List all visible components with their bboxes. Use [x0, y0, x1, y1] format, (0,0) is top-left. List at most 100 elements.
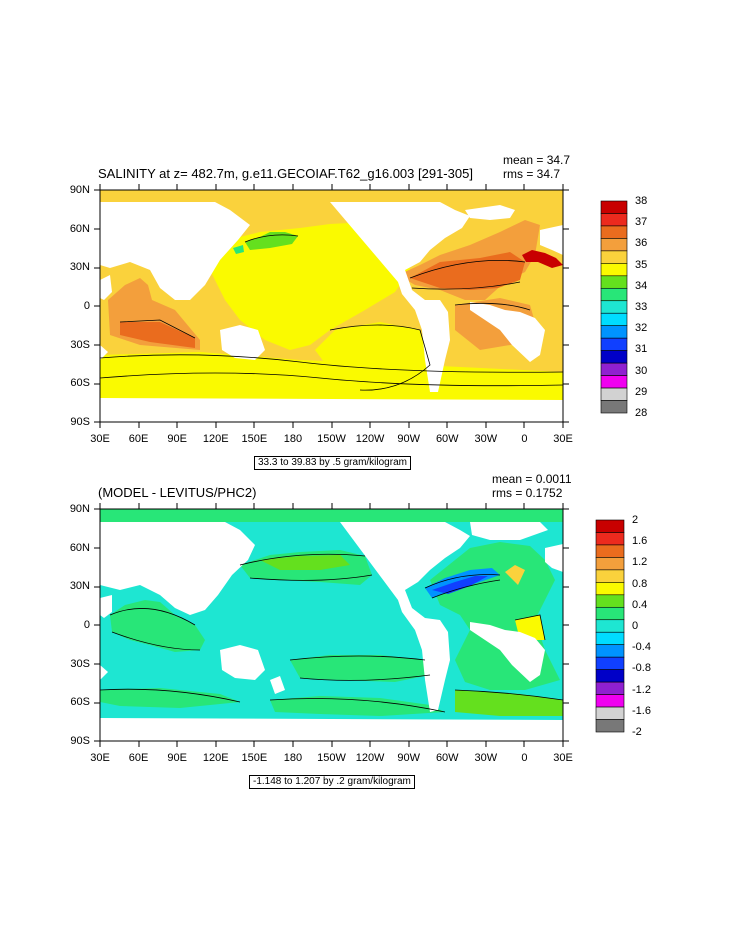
lon-label: 150W: [317, 752, 346, 764]
lat-label: 30S: [70, 657, 90, 670]
colorbar-label: -1.2: [632, 683, 651, 696]
lat-label: 90N: [69, 184, 90, 196]
colorbar-swatch: [600, 325, 628, 339]
bottom-panel-title: (MODEL - LEVITUS/PHC2): [98, 485, 257, 500]
colorbar-swatch: [595, 644, 625, 658]
colorbar-swatch: [600, 250, 628, 264]
colorbar-label: 37: [635, 216, 648, 229]
lat-label: 60S: [70, 377, 90, 390]
colorbar-swatch: [595, 519, 625, 533]
colorbar-label: 29: [635, 385, 648, 398]
lon-label: 90E: [167, 433, 187, 445]
colorbar-label: -0.4: [632, 641, 651, 654]
lon-label: 180: [283, 433, 303, 445]
lat-label: 0: [83, 619, 90, 631]
colorbar-label: -2: [632, 726, 642, 738]
colorbar-swatch: [595, 594, 625, 608]
colorbar-swatch: [595, 719, 625, 733]
colorbar-swatch: [600, 213, 628, 227]
lon-label: 120E: [202, 752, 229, 764]
lon-label: 90W: [397, 433, 420, 445]
bottom-contour-info: -1.148 to 1.207 by .2 gram/kilogram: [249, 775, 415, 789]
lon-label: 0: [521, 433, 528, 445]
lat-label: 60N: [69, 541, 90, 554]
colorbar-swatch: [600, 400, 628, 414]
colorbar-swatch: [595, 706, 625, 720]
lon-label: 150E: [241, 752, 268, 764]
top-panel-title: SALINITY at z= 482.7m, g.e11.GECOIAF.T62…: [98, 166, 473, 181]
colorbar-label: 35: [635, 258, 648, 271]
bottom-panel-mean: mean = 0.0011: [492, 472, 572, 486]
bottom-axis-ticks: [94, 503, 569, 747]
colorbar-label: 0.8: [632, 577, 648, 590]
lon-label: 120W: [355, 752, 385, 764]
colorbar-swatch: [600, 263, 628, 277]
colorbar-swatch: [595, 681, 625, 695]
bottom-panel-rms: rms = 0.1752: [492, 486, 563, 500]
colorbar-swatch: [595, 557, 625, 571]
top-axis-ticks: [94, 184, 569, 428]
lon-label: 30E: [553, 752, 573, 764]
colorbar-swatch: [600, 350, 628, 364]
lon-label: 120W: [355, 433, 385, 445]
top-ocean-field: [99, 190, 564, 422]
bottom-ocean-field: [99, 509, 564, 741]
lat-label: 30S: [70, 338, 90, 351]
lat-label: 90S: [70, 735, 90, 747]
lon-label: 60W: [435, 752, 459, 764]
colorbar-label: 31: [635, 343, 648, 356]
colorbar-label: 1.2: [632, 556, 648, 569]
colorbar-label: 0: [632, 620, 639, 632]
lon-label: 180: [283, 752, 303, 764]
colorbar-swatch: [600, 375, 628, 389]
colorbar-swatch: [600, 300, 628, 314]
colorbar-swatch: [595, 669, 625, 683]
colorbar-swatch: [600, 238, 628, 252]
colorbar-swatch: [595, 606, 625, 621]
colorbar-label: 2: [632, 514, 639, 526]
colorbar-swatch: [600, 387, 628, 401]
lat-label: 90S: [70, 416, 90, 428]
lon-label: 30W: [474, 433, 498, 445]
colorbar-swatch: [600, 275, 628, 289]
colorbar-swatch: [600, 200, 628, 214]
colorbar-swatch: [595, 544, 625, 558]
lon-label: 60E: [128, 433, 149, 445]
colorbar-label: 38: [635, 195, 648, 207]
colorbar-swatch: [600, 337, 628, 351]
lat-label: 30N: [69, 580, 90, 593]
colorbar-swatch: [595, 582, 625, 596]
lat-label: 90N: [69, 503, 90, 515]
colorbar-label: 34: [635, 279, 648, 292]
lon-label: 30W: [474, 752, 498, 764]
colorbar-label: 36: [635, 237, 648, 250]
bottom-colorbar: [595, 519, 625, 733]
colorbar-swatch: [595, 569, 625, 583]
colorbar-label: 1.6: [632, 535, 648, 548]
lon-label: 90W: [397, 752, 420, 764]
lon-label: 150E: [241, 433, 268, 445]
top-panel-mean: mean = 34.7: [503, 153, 571, 167]
colorbar-swatch: [600, 312, 628, 327]
top-colorbar: [600, 200, 628, 414]
colorbar-label: -1.6: [632, 704, 651, 717]
colorbar-swatch: [595, 694, 625, 708]
lon-label: 60W: [435, 433, 459, 445]
colorbar-label: 0.4: [632, 598, 648, 611]
top-contour-info: 33.3 to 39.83 by .5 gram/kilogram: [254, 456, 411, 470]
colorbar-swatch: [600, 225, 628, 239]
colorbar-swatch: [595, 656, 625, 670]
lon-label: 90E: [167, 752, 187, 764]
lon-label: 120E: [202, 433, 229, 445]
lon-label: 0: [521, 752, 528, 764]
colorbar-swatch: [595, 619, 625, 633]
lon-label: 150W: [317, 433, 346, 445]
colorbar-label: 30: [635, 364, 648, 377]
lat-label: 0: [83, 300, 90, 312]
colorbar-label: 28: [635, 407, 648, 419]
colorbar-swatch: [600, 287, 628, 302]
top-panel-rms: rms = 34.7: [503, 167, 561, 181]
lat-label: 60N: [69, 222, 90, 235]
lon-label: 30E: [90, 752, 110, 764]
